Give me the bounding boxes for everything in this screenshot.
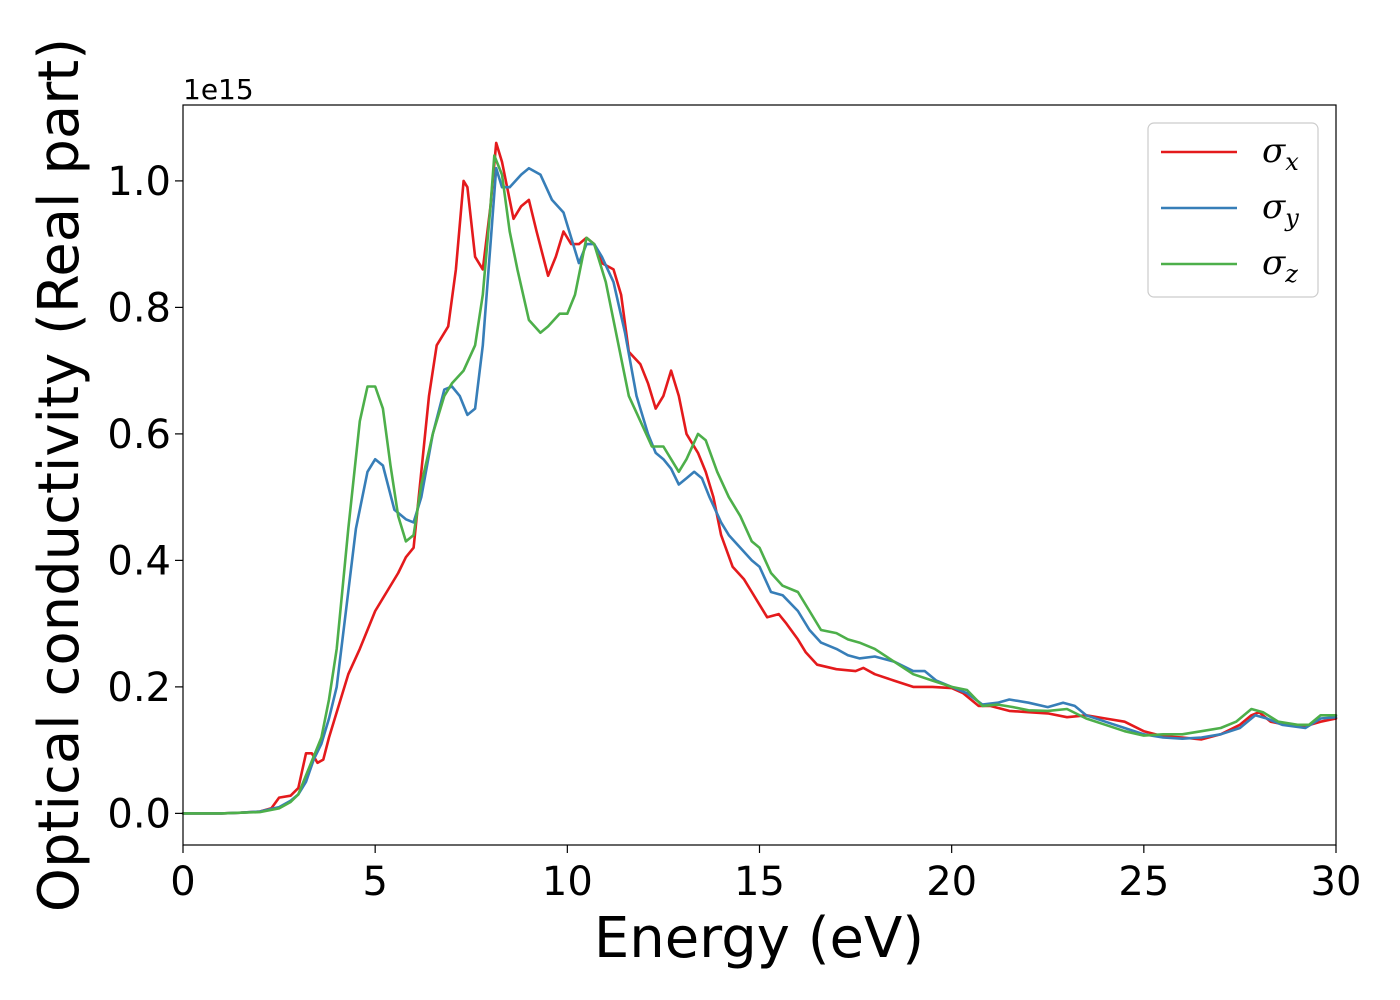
x-tick-label: 20: [926, 859, 977, 905]
x-tick-label: 15: [734, 859, 785, 905]
x-tick-label: 30: [1311, 859, 1362, 905]
y-tick-label: 0.8: [107, 285, 171, 331]
series-line-y: [181, 166, 1338, 815]
series-line-x: [181, 141, 1338, 815]
legend-label-z: σz: [1262, 243, 1298, 288]
x-tick-label: 25: [1118, 859, 1169, 905]
y-axis-ticks: 0.0 0.2 0.4 0.6 0.8 1.0: [107, 159, 183, 837]
y-axis-label: Optical conductivity (Real part): [27, 38, 92, 912]
y-tick-label: 0.2: [107, 665, 171, 711]
legend-box: [1147, 122, 1319, 298]
legend-label-x: σx: [1262, 131, 1299, 176]
x-tick-label: 0: [170, 859, 195, 905]
legend: σx σy σz: [1147, 122, 1319, 298]
x-axis-label: Energy (eV): [594, 906, 924, 971]
y-tick-label: 1.0: [107, 159, 171, 205]
legend-label-y: σy: [1262, 187, 1299, 232]
y-tick-label: 0.0: [107, 791, 171, 837]
y-tick-label: 0.4: [107, 538, 171, 584]
x-axis-ticks: 0 5 10 15 20 25 30: [170, 845, 1361, 905]
y-offset-label: 1e15: [183, 73, 254, 106]
x-tick-label: 5: [362, 859, 387, 905]
series-layer: [181, 141, 1338, 815]
y-tick-label: 0.6: [107, 412, 171, 458]
series-line-z: [181, 154, 1338, 815]
x-tick-label: 10: [542, 859, 593, 905]
